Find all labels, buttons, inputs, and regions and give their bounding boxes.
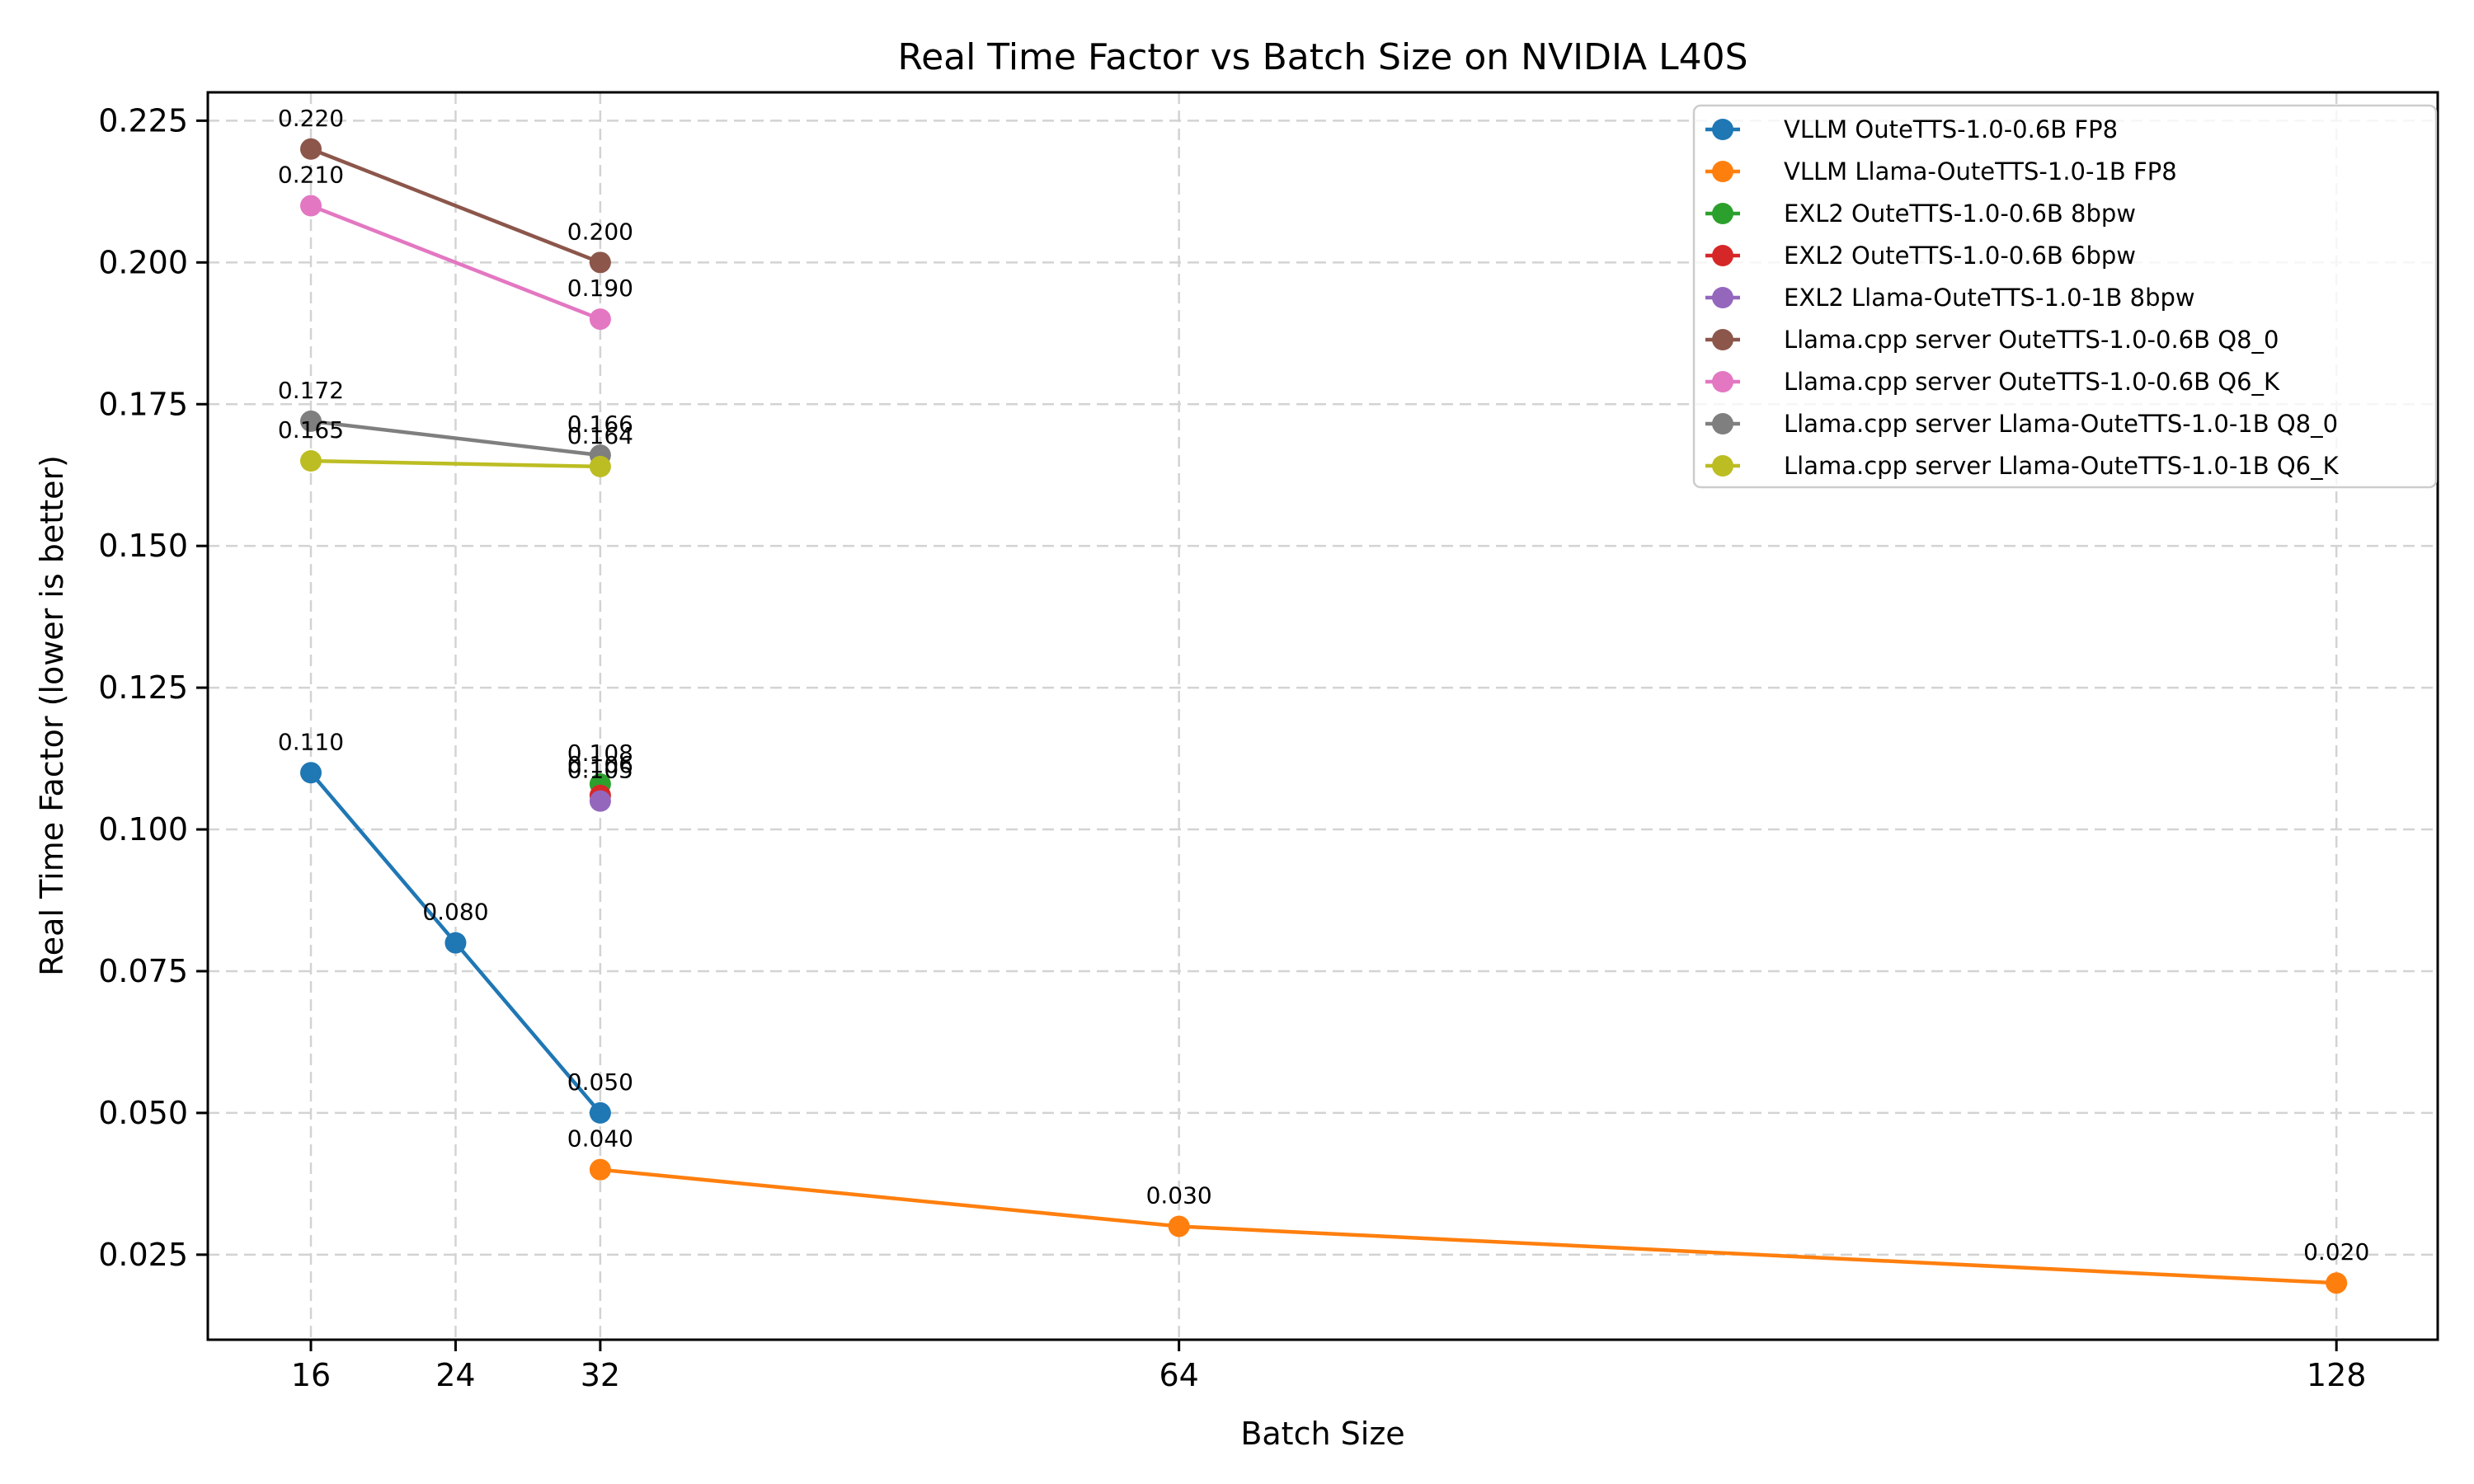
legend-label: VLLM Llama-OuteTTS-1.0-1B FP8 — [1784, 157, 2177, 186]
series-2 — [589, 1158, 2348, 1294]
legend: VLLM OuteTTS-1.0-0.6B FP8 VLLM Llama-Oute… — [1692, 104, 2438, 489]
legend-marker — [1712, 329, 1733, 350]
data-label: 0.020 — [2303, 1238, 2369, 1266]
legend-label: Llama.cpp server OuteTTS-1.0-0.6B Q8_0 — [1784, 326, 2279, 354]
data-label: 0.200 — [567, 218, 633, 245]
y-tick-label: 0.125 — [98, 669, 188, 706]
y-tick-label: 0.025 — [98, 1237, 188, 1273]
legend-label: Llama.cpp server OuteTTS-1.0-0.6B Q6_K — [1784, 368, 2280, 396]
data-point — [1168, 1215, 1190, 1237]
legend-marker — [1712, 455, 1733, 477]
data-label: 0.165 — [278, 416, 344, 444]
y-tick-label: 0.225 — [98, 102, 188, 139]
series-line — [310, 458, 600, 469]
data-label: 0.220 — [278, 105, 344, 132]
legend-item: EXL2 OuteTTS-1.0-0.6B 8bpw — [1705, 200, 2136, 228]
legend-box — [1692, 104, 2438, 489]
data-label: 0.190 — [567, 275, 633, 302]
series-group — [300, 138, 2348, 1294]
y-tick-label: 0.200 — [98, 244, 188, 280]
legend-marker — [1712, 413, 1733, 434]
data-label: 0.210 — [278, 162, 344, 189]
legend-item: Llama.cpp server OuteTTS-1.0-0.6B Q6_K — [1705, 368, 2280, 396]
legend-item: VLLM OuteTTS-1.0-0.6B FP8 — [1705, 115, 2118, 143]
data-label: 0.040 — [567, 1125, 633, 1153]
y-axis-label: Real Time Factor (lower is better) — [34, 455, 70, 976]
y-tick-label: 0.075 — [98, 953, 188, 989]
legend-label: EXL2 OuteTTS-1.0-0.6B 8bpw — [1784, 200, 2136, 228]
legend-label: Llama.cpp server Llama-OuteTTS-1.0-1B Q8… — [1784, 410, 2338, 438]
series-9 — [300, 450, 611, 477]
x-tick-label: 128 — [2307, 1357, 2367, 1393]
y-tick-label: 0.175 — [98, 386, 188, 422]
legend-label: EXL2 OuteTTS-1.0-0.6B 6bpw — [1784, 242, 2136, 270]
data-label: 0.108 — [567, 740, 633, 767]
data-label: 0.050 — [567, 1068, 633, 1096]
axes-frame — [206, 91, 2439, 1341]
data-label: 0.106 — [567, 751, 633, 778]
legend-item: VLLM Llama-OuteTTS-1.0-1B FP8 — [1705, 157, 2177, 186]
data-point — [2326, 1272, 2348, 1294]
x-tick-label: 64 — [1159, 1357, 1198, 1393]
legend-item: EXL2 OuteTTS-1.0-0.6B 6bpw — [1705, 242, 2136, 270]
data-point — [589, 790, 611, 812]
data-point — [300, 138, 322, 160]
data-point — [300, 195, 322, 217]
series-1 — [300, 762, 611, 1124]
legend-marker — [1712, 371, 1733, 392]
legend-marker — [1712, 119, 1733, 140]
legend-marker — [1712, 161, 1733, 182]
x-axis-ticks: 16 24 32 64 128 — [291, 1340, 2367, 1393]
legend-item: EXL2 Llama-OuteTTS-1.0-1B 8bpw — [1705, 284, 2195, 312]
data-label: 0.105 — [567, 757, 633, 784]
data-label: 0.164 — [567, 422, 633, 449]
legend-marker — [1712, 287, 1733, 308]
chart-title: Real Time Factor vs Batch Size on NVIDIA… — [897, 36, 1747, 78]
legend-marker — [1712, 203, 1733, 224]
series-6 — [300, 138, 611, 274]
legend-label: EXL2 Llama-OuteTTS-1.0-1B 8bpw — [1784, 284, 2195, 312]
series-line — [310, 147, 601, 265]
legend-item: Llama.cpp server Llama-OuteTTS-1.0-1B Q8… — [1705, 410, 2338, 438]
x-tick-label: 32 — [581, 1357, 620, 1393]
x-tick-label: 16 — [291, 1357, 331, 1393]
series-line — [310, 419, 601, 458]
data-point — [589, 308, 611, 331]
x-tick-label: 24 — [435, 1357, 475, 1393]
data-label: 0.166 — [567, 411, 633, 438]
legend-item: Llama.cpp server OuteTTS-1.0-0.6B Q8_0 — [1705, 326, 2279, 354]
x-axis-label: Batch Size — [1240, 1416, 1404, 1452]
data-label: 0.080 — [422, 899, 488, 926]
gridlines — [208, 92, 2438, 1340]
y-tick-label: 0.050 — [98, 1095, 188, 1131]
data-labels-group: 0.110 0.080 0.050 0.040 0.030 0.020 0.1080.106… — [278, 105, 2369, 1266]
y-tick-label: 0.100 — [98, 811, 188, 848]
series-5 — [589, 790, 611, 812]
data-point — [589, 1101, 611, 1124]
data-point — [444, 932, 467, 954]
data-point — [300, 450, 322, 472]
data-point — [589, 455, 611, 477]
legend-marker — [1712, 245, 1733, 266]
data-point — [589, 1158, 611, 1181]
legend-item: Llama.cpp server Llama-OuteTTS-1.0-1B Q6… — [1705, 452, 2340, 480]
data-point — [300, 410, 322, 432]
legend-label: VLLM OuteTTS-1.0-0.6B FP8 — [1784, 115, 2118, 143]
data-label: 0.172 — [278, 377, 344, 404]
data-label: 0.110 — [278, 728, 344, 755]
y-tick-label: 0.150 — [98, 528, 188, 564]
data-point — [589, 251, 611, 274]
data-label: 0.030 — [1146, 1181, 1212, 1209]
legend-label: Llama.cpp server Llama-OuteTTS-1.0-1B Q6… — [1784, 452, 2340, 480]
series-line — [310, 204, 601, 322]
y-axis-ticks: 0.025 0.050 0.075 0.100 0.125 0.150 0.175 0.200… — [98, 102, 208, 1273]
data-point — [300, 762, 322, 784]
series-7 — [300, 195, 611, 331]
